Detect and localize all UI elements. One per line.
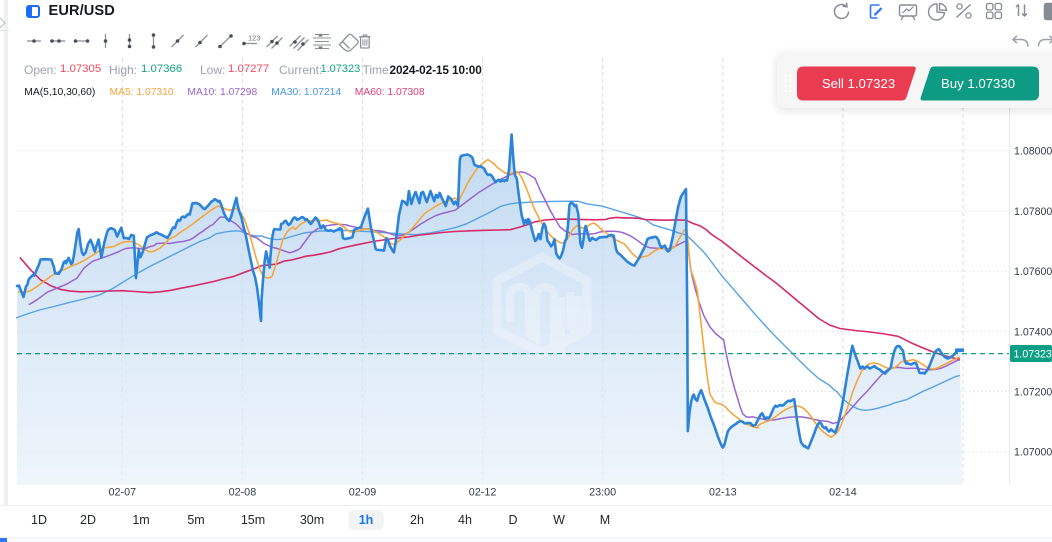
svg-text:23:00: 23:00 [589,487,616,499]
svg-text:Sell 1.07323: Sell 1.07323 [822,76,895,91]
svg-text:1.08000: 1.08000 [1014,145,1052,157]
svg-text:1.07200: 1.07200 [1014,386,1052,398]
svg-text:02-08: 02-08 [229,487,257,499]
svg-text:1.07800: 1.07800 [1014,206,1052,218]
svg-text:02-12: 02-12 [469,487,497,499]
svg-text:1.07000: 1.07000 [1014,446,1052,458]
svg-text:123: 123 [248,34,261,43]
svg-text:02-13: 02-13 [709,487,737,499]
svg-text:02-14: 02-14 [829,487,857,499]
svg-text:1.07400: 1.07400 [1014,326,1052,338]
svg-text:1.07323: 1.07323 [1014,348,1052,360]
svg-text:02-09: 02-09 [349,487,377,499]
svg-text:02-07: 02-07 [108,487,136,499]
svg-text:1.07600: 1.07600 [1014,266,1052,278]
svg-text:Buy 1.07330: Buy 1.07330 [941,76,1015,91]
